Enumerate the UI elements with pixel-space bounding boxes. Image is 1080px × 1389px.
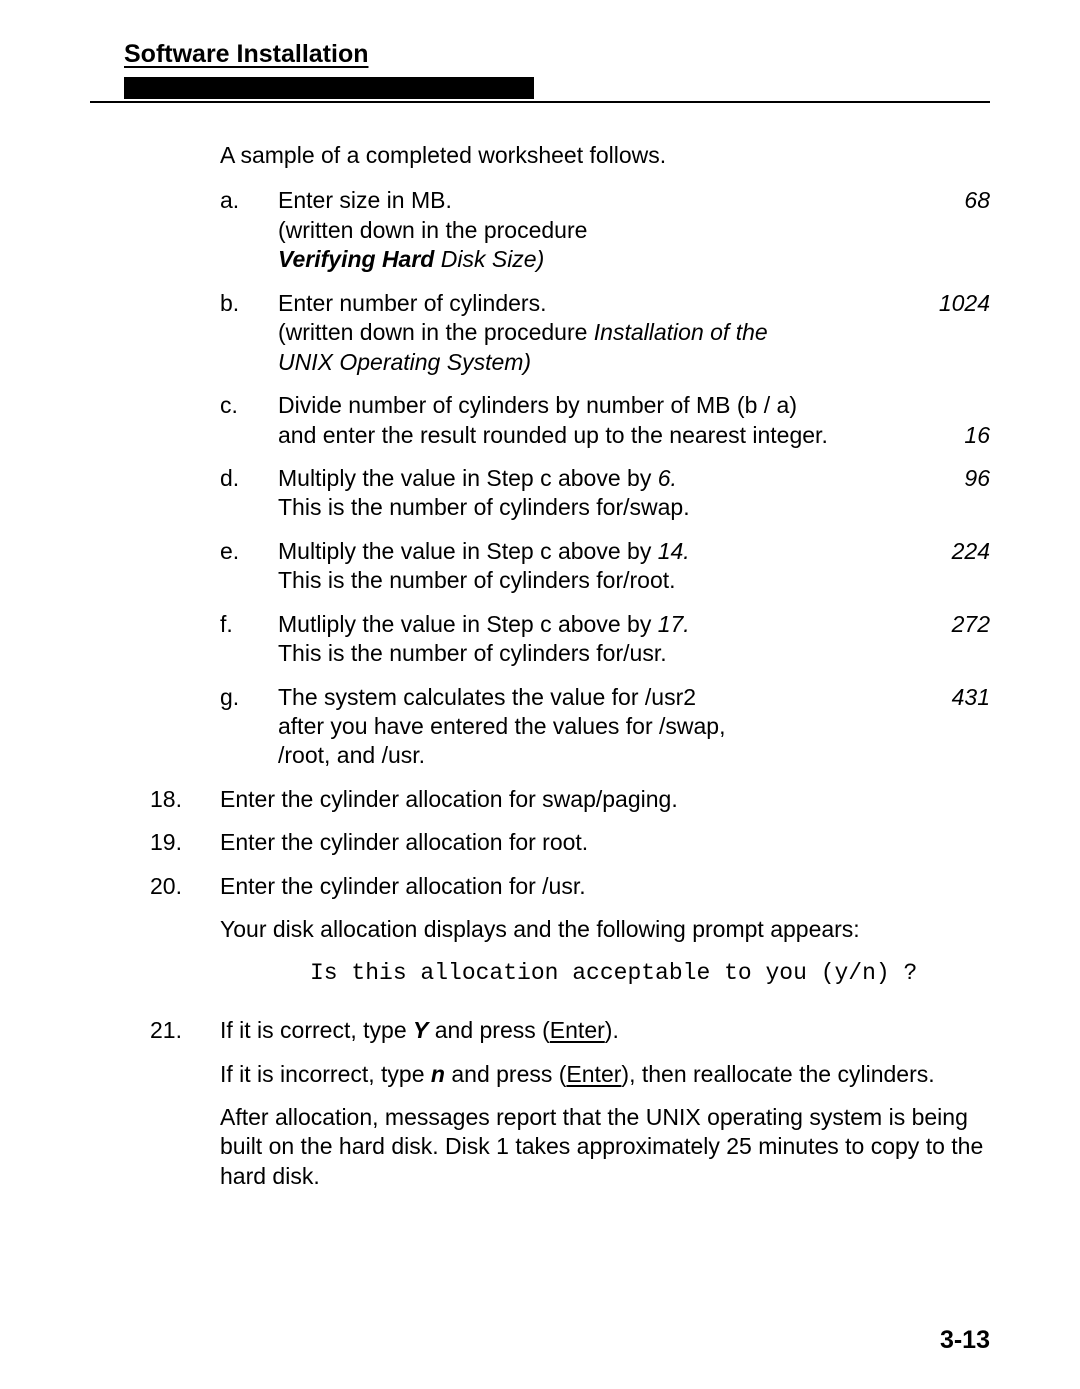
item-letter: b.: [220, 289, 278, 318]
text: ), then reallocate the cylinders.: [621, 1061, 934, 1087]
item-value: 224: [920, 537, 990, 566]
item-value: 1024: [920, 289, 990, 318]
item-letter: g.: [220, 683, 278, 712]
bold-italic-text: Verifying Hard: [278, 246, 434, 272]
worksheet-item-c: c. Divide number of cylinders by number …: [220, 391, 990, 450]
header-rule: [90, 101, 990, 103]
italic-text: Disk Size): [434, 246, 544, 272]
step-body: Enter the cylinder allocation for root.: [220, 828, 990, 857]
mono-text: Is: [310, 960, 338, 986]
step-19: 19. Enter the cylinder allocation for ro…: [150, 828, 990, 857]
item-line: Divide number of cylinders by number of …: [278, 391, 908, 420]
item-body: The system calculates the value for /usr…: [278, 683, 920, 771]
worksheet-item-d: d. Multiply the value in Step c above by…: [220, 464, 990, 523]
underline-text: Enter: [550, 1017, 605, 1043]
worksheet-item-b: b. Enter number of cylinders. (written d…: [220, 289, 990, 377]
item-letter: e.: [220, 537, 278, 566]
item-line: Mutliply the value in Step c above by 17…: [278, 610, 908, 639]
text: If it is incorrect, type: [220, 1061, 431, 1087]
terminal-output: Is this allocation acceptable to you (y/…: [310, 959, 990, 988]
text: Multiply the value in Step c above by: [278, 465, 658, 491]
content: A sample of a completed worksheet follow…: [220, 141, 990, 1205]
step-number: 20.: [150, 872, 220, 901]
step-number: 19.: [150, 828, 220, 857]
item-letter: a.: [220, 186, 278, 215]
item-line: and enter the result rounded up to the n…: [278, 421, 908, 450]
text: and press (: [428, 1017, 549, 1043]
text: If it is correct, type: [220, 1017, 413, 1043]
item-value: 16: [920, 421, 990, 450]
worksheet-item-e: e. Multiply the value in Step c above by…: [220, 537, 990, 596]
item-value: 272: [920, 610, 990, 639]
worksheet-item-f: f. Mutliply the value in Step c above by…: [220, 610, 990, 669]
item-value: 68: [920, 186, 990, 215]
text: Mutliply the value in Step c above by: [278, 611, 658, 637]
text: and press (: [445, 1061, 566, 1087]
page-number: 3-13: [940, 1326, 990, 1355]
item-line: Verifying Hard Disk Size): [278, 245, 908, 274]
worksheet-item-a: a. Enter size in MB. (written down in th…: [220, 186, 990, 274]
italic-text: 17.: [658, 611, 690, 637]
intro-text: A sample of a completed worksheet follow…: [220, 141, 990, 170]
text: Multiply the value in Step c above by: [278, 538, 658, 564]
item-line: Enter size in MB.: [278, 186, 908, 215]
item-letter: d.: [220, 464, 278, 493]
section-title: Software Installation: [124, 40, 368, 68]
item-body: Divide number of cylinders by number of …: [278, 391, 920, 450]
item-body: Multiply the value in Step c above by 6.…: [278, 464, 920, 523]
header-black-bar: [124, 77, 534, 99]
header-region: Software Installation: [124, 40, 990, 69]
italic-text: 14.: [658, 538, 690, 564]
step-20: 20. Enter the cylinder allocation for /u…: [150, 872, 990, 1002]
item-letter: c.: [220, 391, 278, 420]
item-line: Multiply the value in Step c above by 14…: [278, 537, 908, 566]
italic-text: 6.: [658, 465, 677, 491]
worksheet-item-g: g. The system calculates the value for /…: [220, 683, 990, 771]
step-body: Enter the cylinder allocation for /usr. …: [220, 872, 990, 1002]
italic-text: Installation of the: [594, 319, 768, 345]
item-body: Mutliply the value in Step c above by 17…: [278, 610, 920, 669]
step-number: 21.: [150, 1016, 220, 1045]
item-line: This is the number of cylinders for/root…: [278, 566, 908, 595]
step-number: 18.: [150, 785, 220, 814]
item-value: 431: [920, 683, 990, 712]
item-line: This is the number of cylinders for/usr.: [278, 639, 908, 668]
item-body: Enter size in MB. (written down in the p…: [278, 186, 920, 274]
item-line: /root, and /usr.: [278, 741, 908, 770]
item-line: (written down in the procedure: [278, 216, 908, 245]
item-body: Multiply the value in Step c above by 14…: [278, 537, 920, 596]
step-line: Your disk allocation displays and the fo…: [220, 915, 990, 944]
item-value: 96: [920, 464, 990, 493]
item-line: (written down in the procedure Installat…: [278, 318, 908, 347]
step-line: If it is incorrect, type n and press (En…: [220, 1060, 990, 1089]
item-line: UNIX Operating System): [278, 348, 908, 377]
underline-text: Enter: [566, 1061, 621, 1087]
item-line: after you have entered the values for /s…: [278, 712, 908, 741]
bold-italic-text: n: [431, 1061, 445, 1087]
page: Software Installation A sample of a comp…: [0, 0, 1080, 1389]
step-line: After allocation, messages report that t…: [220, 1103, 990, 1191]
text: (written down in the procedure: [278, 319, 594, 345]
text: ).: [605, 1017, 619, 1043]
mono-text: this allocation acceptable to you (y/n) …: [338, 960, 918, 986]
item-line: Enter number of cylinders.: [278, 289, 908, 318]
item-line: The system calculates the value for /usr…: [278, 683, 908, 712]
item-line: Multiply the value in Step c above by 6.: [278, 464, 908, 493]
step-body: Enter the cylinder allocation for swap/p…: [220, 785, 990, 814]
step-body: If it is correct, type Y and press (Ente…: [220, 1016, 990, 1205]
step-line: Enter the cylinder allocation for /usr.: [220, 872, 990, 901]
item-line: This is the number of cylinders for/swap…: [278, 493, 908, 522]
bold-italic-text: Y: [413, 1017, 428, 1043]
step-18: 18. Enter the cylinder allocation for sw…: [150, 785, 990, 814]
item-letter: f.: [220, 610, 278, 639]
step-line: If it is correct, type Y and press (Ente…: [220, 1016, 990, 1045]
item-body: Enter number of cylinders. (written down…: [278, 289, 920, 377]
step-21: 21. If it is correct, type Y and press (…: [150, 1016, 990, 1205]
